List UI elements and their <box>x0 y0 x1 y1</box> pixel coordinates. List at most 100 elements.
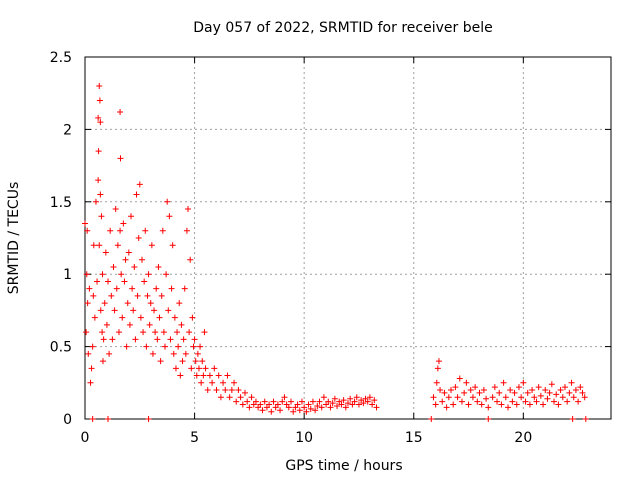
data-point <box>441 389 448 396</box>
data-point <box>296 407 303 414</box>
data-point <box>101 300 108 307</box>
data-point <box>529 387 536 394</box>
data-point <box>213 387 220 394</box>
y-tick-label: 2.5 <box>50 50 72 66</box>
data-point <box>142 227 149 234</box>
data-point <box>334 402 341 409</box>
data-point <box>161 343 168 350</box>
data-point <box>500 379 507 386</box>
data-point <box>244 398 251 405</box>
data-point <box>95 148 102 155</box>
data-point <box>351 398 358 405</box>
data-point <box>542 387 549 394</box>
data-point <box>145 271 152 278</box>
data-point <box>188 365 195 372</box>
data-point <box>494 398 501 405</box>
data-point <box>105 416 112 422</box>
data-point <box>91 314 98 321</box>
data-point <box>316 398 323 405</box>
data-point <box>572 387 579 394</box>
data-point <box>226 394 233 401</box>
data-point <box>325 398 332 405</box>
data-point <box>570 394 577 401</box>
y-tick-label: 2 <box>63 122 72 138</box>
data-point <box>373 404 380 411</box>
x-tick-label: 10 <box>295 430 313 446</box>
data-point <box>526 401 533 408</box>
data-point <box>182 350 189 357</box>
data-point <box>524 389 531 396</box>
data-point <box>331 395 338 402</box>
data-point <box>520 379 527 386</box>
data-points <box>82 82 589 422</box>
data-point <box>98 213 105 220</box>
data-point <box>117 227 124 234</box>
data-point <box>166 213 173 220</box>
data-point <box>82 220 88 227</box>
data-point <box>95 114 102 121</box>
data-point <box>164 198 171 205</box>
data-point <box>469 394 476 401</box>
data-point <box>450 401 457 408</box>
data-point <box>465 401 472 408</box>
data-point <box>433 379 440 386</box>
data-point <box>489 394 496 401</box>
data-point <box>94 278 101 285</box>
data-point <box>149 350 156 357</box>
data-point <box>186 329 193 336</box>
y-axis: 0 0.5 1 1.5 2 2.5 <box>50 50 611 428</box>
data-point <box>172 365 179 372</box>
data-point <box>566 389 573 396</box>
data-point <box>305 401 312 408</box>
data-point <box>206 372 213 379</box>
data-point <box>190 343 197 350</box>
data-point <box>428 416 435 422</box>
data-point <box>99 358 106 365</box>
data-point <box>582 416 589 422</box>
x-tick-label: 15 <box>405 430 423 446</box>
data-point <box>209 379 216 386</box>
plot-frame <box>84 56 612 420</box>
data-point <box>130 307 137 314</box>
data-point <box>157 358 164 365</box>
data-point <box>303 408 310 415</box>
data-point <box>454 394 461 401</box>
data-point <box>509 398 516 405</box>
data-point <box>364 398 371 405</box>
data-point <box>569 416 576 422</box>
data-point <box>261 398 268 405</box>
y-tick-label: 0.5 <box>50 340 72 356</box>
data-point <box>135 235 142 241</box>
data-point <box>144 292 151 299</box>
data-point <box>159 227 166 234</box>
data-point <box>478 401 485 408</box>
data-point <box>366 394 373 401</box>
data-point <box>146 321 153 328</box>
data-point <box>117 155 124 162</box>
data-point <box>537 392 544 399</box>
data-point <box>345 400 351 407</box>
data-point <box>121 278 128 285</box>
data-point <box>145 416 152 422</box>
x-tick-label: 5 <box>190 430 199 446</box>
data-point <box>491 384 498 391</box>
data-point <box>561 384 568 391</box>
data-point <box>97 191 104 198</box>
data-point <box>502 394 509 401</box>
data-point <box>100 336 107 343</box>
data-point <box>439 398 446 405</box>
data-point <box>246 404 253 411</box>
data-point <box>90 292 97 299</box>
data-point <box>113 285 120 292</box>
data-point <box>248 394 255 401</box>
y-tick-label: 0 <box>63 412 72 428</box>
data-point <box>92 198 99 205</box>
data-point <box>88 365 95 372</box>
data-point <box>518 394 525 401</box>
data-point <box>124 300 131 307</box>
data-point <box>87 379 94 386</box>
data-point <box>434 365 441 372</box>
data-point <box>115 329 122 336</box>
data-point <box>522 398 529 405</box>
data-point <box>307 405 314 412</box>
